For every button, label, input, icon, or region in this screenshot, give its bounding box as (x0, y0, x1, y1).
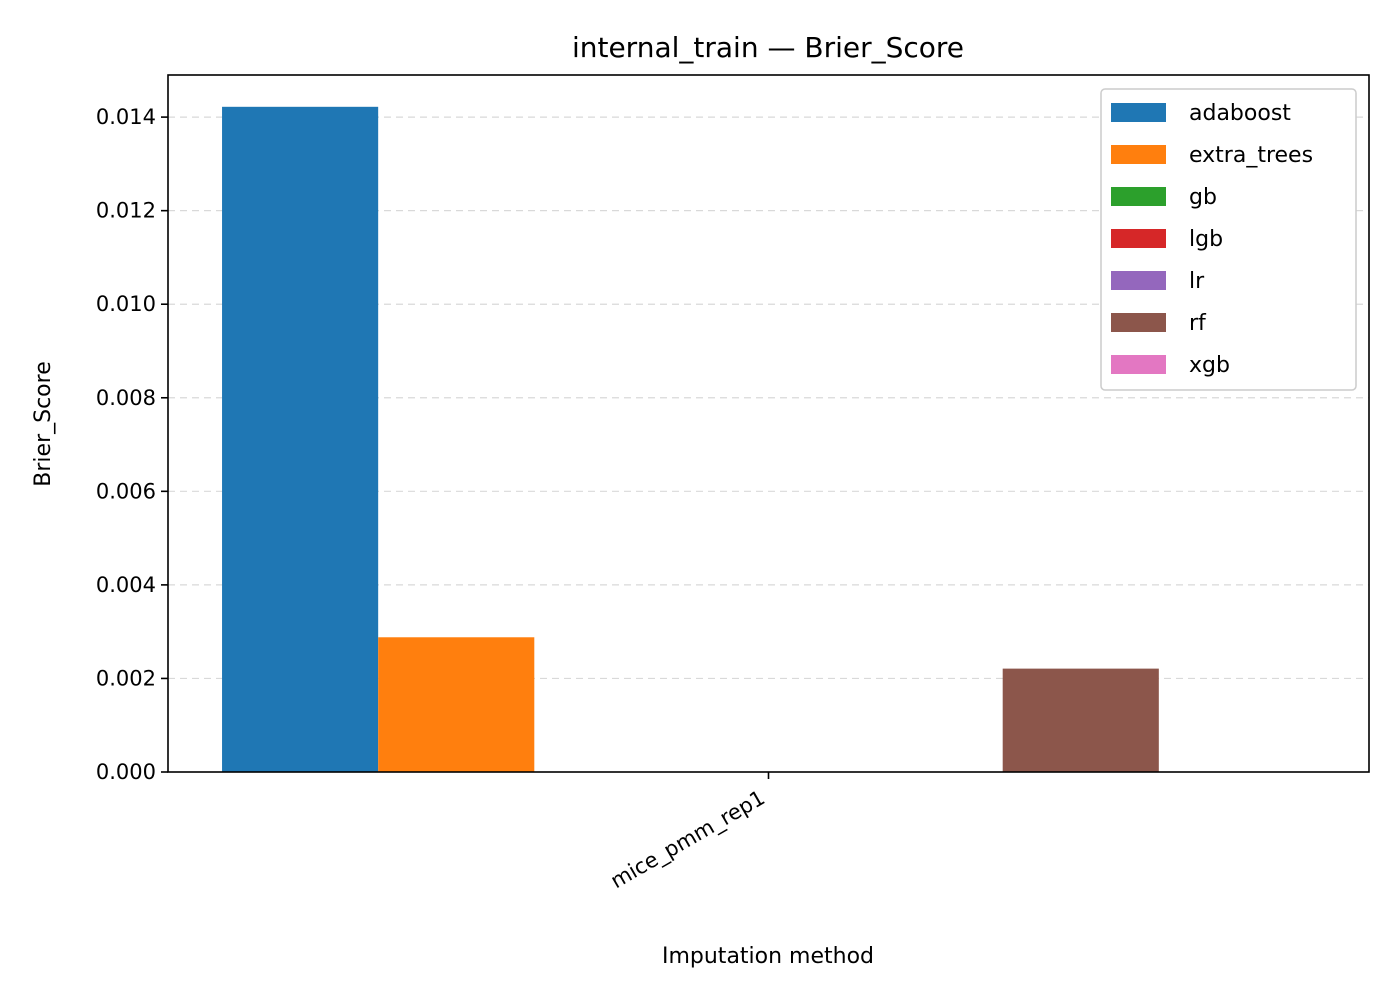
x-tick-label: mice_pmm_rep1 (606, 786, 769, 895)
legend-label-gb: gb (1189, 185, 1217, 210)
bar-adaboost (222, 106, 379, 773)
legend-label-xgb: xgb (1189, 353, 1230, 378)
y-tick-label: 0.014 (96, 105, 156, 129)
y-tick-label: 0.008 (96, 386, 156, 410)
legend-swatch-extra_trees (1111, 145, 1166, 164)
y-tick-label: 0.006 (96, 479, 156, 503)
legend-swatch-lr (1111, 271, 1166, 290)
x-axis-label: Imputation method (662, 944, 874, 969)
y-tick-label: 0.002 (96, 666, 156, 690)
y-axis-label: Brier_Score (31, 361, 56, 486)
chart-title: internal_train — Brier_Score (572, 31, 964, 64)
bars (222, 106, 1159, 773)
legend-label-adaboost: adaboost (1189, 101, 1291, 126)
legend-label-extra_trees: extra_trees (1189, 143, 1313, 168)
legend-label-lr: lr (1189, 269, 1205, 294)
bar-rf (1002, 668, 1159, 772)
y-tick-label: 0.000 (96, 760, 156, 784)
legend-swatch-lgb (1111, 229, 1166, 248)
y-tick-label: 0.012 (96, 199, 156, 223)
legend-label-rf: rf (1189, 311, 1207, 336)
y-tick-label: 0.010 (96, 292, 156, 316)
y-axis: 0.000 0.002 0.004 0.006 0.008 0.010 0.012 0.014 (96, 105, 168, 784)
x-axis: mice_pmm_rep1 (606, 772, 770, 895)
legend-swatch-xgb (1111, 355, 1166, 374)
bar-extra_trees (378, 637, 535, 772)
legend-swatch-gb (1111, 187, 1166, 206)
legend-label-lgb: lgb (1189, 227, 1223, 252)
legend-swatch-adaboost (1111, 103, 1166, 122)
y-tick-label: 0.004 (96, 573, 156, 597)
legend-swatch-rf (1111, 313, 1166, 332)
